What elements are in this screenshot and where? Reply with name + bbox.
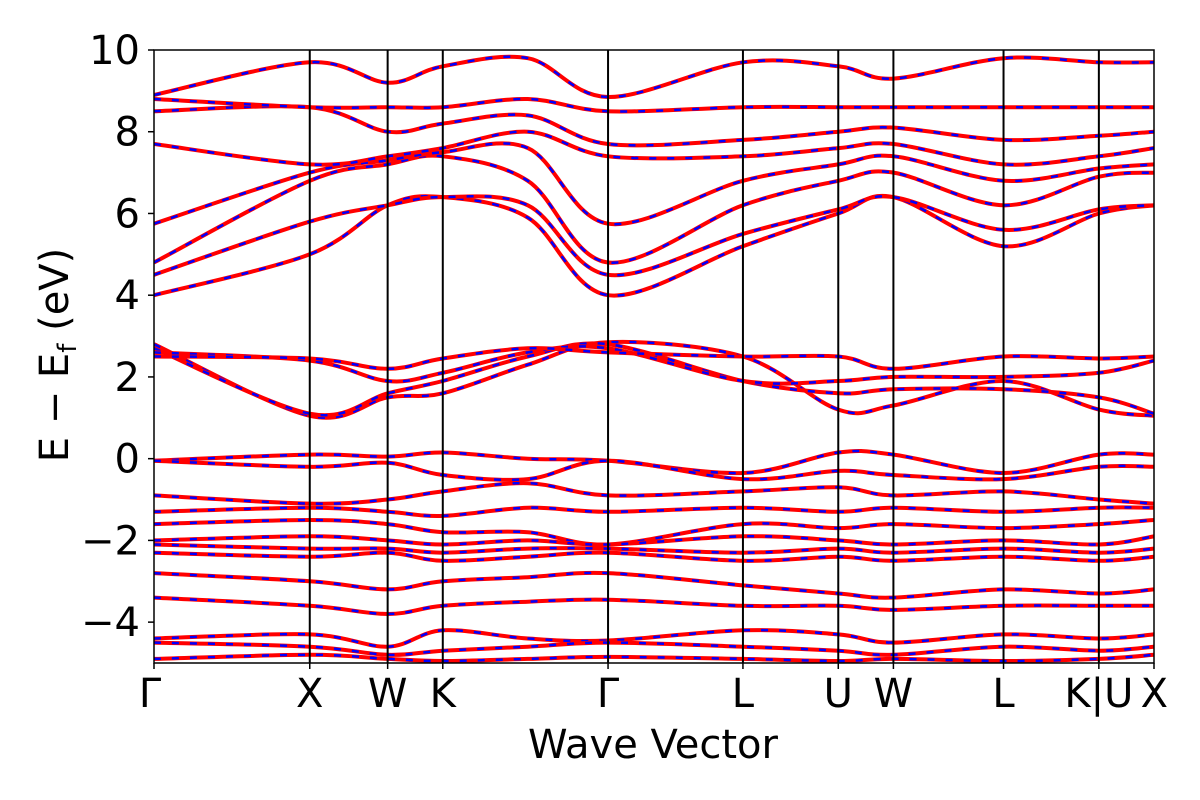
y-axis-label-unit: (eV) xyxy=(32,248,78,344)
band-line-down-9 xyxy=(154,342,1154,417)
x-tick-label-0: Γ xyxy=(139,671,162,717)
x-tick-label-10: X xyxy=(1141,671,1168,717)
band-line-down-22 xyxy=(154,628,1154,648)
x-tick-label-4: Γ xyxy=(597,671,620,717)
high-symmetry-lines xyxy=(308,50,1100,663)
x-axis-label: Wave Vector xyxy=(528,722,779,768)
y-tick-label-7: 10 xyxy=(89,28,140,74)
band-line-down-8 xyxy=(154,340,1154,419)
y-tick-label-1: −2 xyxy=(81,518,140,564)
x-tick-label-6: U xyxy=(824,671,853,717)
band-line-down-10 xyxy=(154,345,1154,385)
x-tick-label-7: W xyxy=(874,671,914,717)
y-tick-label-5: 6 xyxy=(115,191,140,237)
band-line-down-14 xyxy=(154,481,1154,505)
band-line-down-5 xyxy=(154,105,1154,147)
y-axis-label-main: E − E xyxy=(32,353,78,463)
band-line-down-13 xyxy=(154,459,1154,482)
y-tick-label-0: −4 xyxy=(81,600,140,646)
y-tick-label-4: 4 xyxy=(115,273,140,319)
x-tick-label-8: L xyxy=(992,671,1015,717)
band-line-down-16 xyxy=(154,518,1154,546)
plot-frame xyxy=(153,49,1155,664)
y-axis-label: E − Ef (eV) xyxy=(32,248,83,463)
x-tick-label-3: K xyxy=(430,671,458,717)
x-axis-ticks: Γ X W K Γ L U W L K|U X xyxy=(139,663,1168,717)
y-tick-label-3: 2 xyxy=(115,355,140,401)
y-axis-ticks: −4 −2 0 2 4 6 8 10 xyxy=(81,28,154,646)
x-tick-label-2: W xyxy=(368,671,408,717)
x-tick-label-9: K|U xyxy=(1064,671,1133,717)
x-tick-label-5: L xyxy=(732,671,755,717)
y-tick-label-6: 8 xyxy=(115,110,140,156)
y-axis-label-subscript: f xyxy=(53,343,83,353)
x-tick-label-1: X xyxy=(296,671,323,717)
y-tick-label-2: 0 xyxy=(115,437,140,483)
